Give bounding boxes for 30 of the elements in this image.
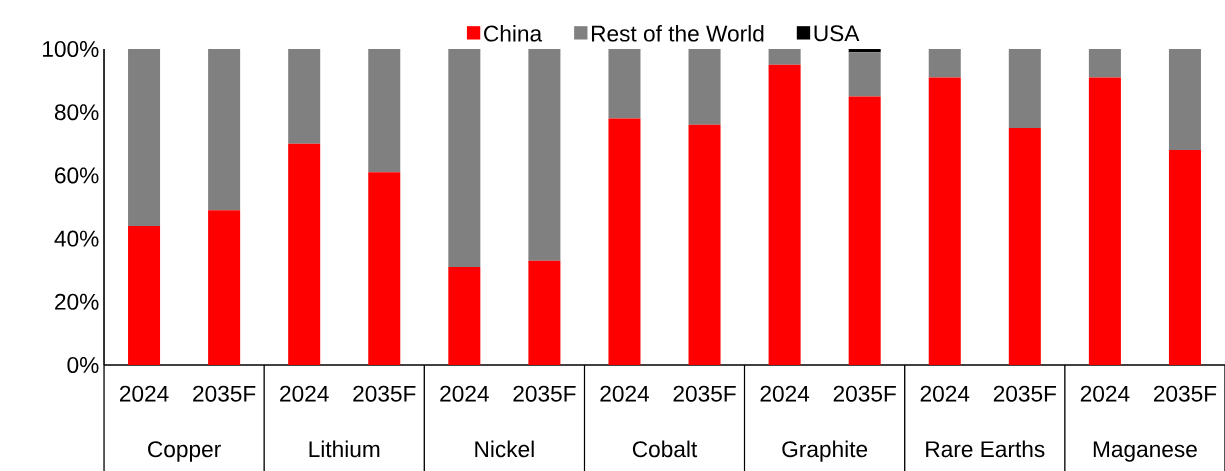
text: Graphite	[782, 440, 868, 462]
x-tick-label: 2035F	[193, 385, 256, 402]
y-tick-label: 100%	[43, 40, 99, 58]
x-tick-label: 2024	[920, 385, 970, 402]
legend-label: Rest of the World	[591, 24, 764, 42]
y-tick-label: 60%	[55, 167, 99, 184]
text: Nickel	[475, 440, 534, 458]
x-tick-label: 2035F	[1153, 385, 1217, 402]
y-tick-label: 0%	[67, 356, 99, 374]
x-tick-label: 2035F	[993, 385, 1057, 402]
x-tick-label: 2035F	[673, 385, 736, 402]
x-tick-label: 2035F	[353, 385, 416, 402]
y-tick-label: 80%	[54, 104, 99, 121]
x-tick-label: 2024	[280, 385, 329, 402]
x-tick-label: 2024	[1080, 385, 1130, 402]
x-tick-label: 2035F	[513, 385, 576, 402]
x-tick-label: 2024	[600, 385, 649, 402]
text: Lithium	[309, 440, 380, 458]
text: Maganese	[1093, 441, 1197, 462]
x-tick-label: 2035F	[833, 385, 896, 402]
text: Cobalt	[632, 440, 698, 458]
x-tick-label: 2024	[119, 385, 169, 402]
y-tick-label: 40%	[54, 230, 99, 247]
x-tick-label: 2024	[440, 385, 489, 402]
legend-label: USA	[814, 25, 860, 42]
text: Copper	[148, 441, 221, 462]
y-tick-label: 20%	[55, 293, 99, 310]
x-tick-label: 2024	[760, 385, 810, 402]
text: Rare Earths	[926, 440, 1045, 458]
legend-label: China	[484, 24, 543, 42]
